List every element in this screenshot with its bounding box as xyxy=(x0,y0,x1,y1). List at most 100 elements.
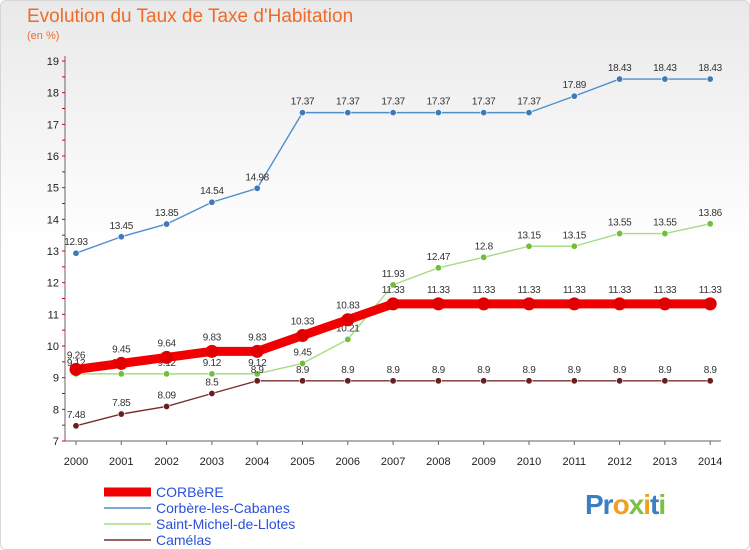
data-point-corbere xyxy=(431,297,445,311)
data-label-corbere-les-cabanes: 13.85 xyxy=(155,208,179,219)
data-point-camelas xyxy=(72,422,80,430)
data-label-corbere: 10.83 xyxy=(336,301,360,312)
data-point-corbere xyxy=(613,297,627,311)
data-label-corbere: 11.33 xyxy=(518,285,542,296)
data-point-saint-michel-de-llotes xyxy=(117,370,125,378)
x-tick-label: 2007 xyxy=(381,456,405,468)
data-label-corbere: 11.33 xyxy=(699,285,723,296)
data-point-corbere-les-cabanes xyxy=(72,249,80,257)
data-label-corbere-les-cabanes: 17.37 xyxy=(336,97,360,108)
data-label-corbere-les-cabanes: 17.89 xyxy=(563,80,587,91)
data-point-corbere xyxy=(477,297,491,311)
data-point-corbere-les-cabanes xyxy=(706,75,714,83)
data-point-camelas xyxy=(253,377,261,385)
data-point-saint-michel-de-llotes xyxy=(570,242,578,250)
legend-label-saint-michel-de-llotes: Saint-Michel-de-Llotes xyxy=(156,516,295,532)
data-label-camelas: 8.9 xyxy=(251,365,265,376)
data-point-saint-michel-de-llotes xyxy=(344,335,352,343)
data-point-saint-michel-de-llotes xyxy=(616,230,624,238)
y-tick-label: 13 xyxy=(47,246,59,258)
data-label-camelas: 8.9 xyxy=(522,365,536,376)
data-label-saint-michel-de-llotes: 12.47 xyxy=(427,252,451,263)
y-tick-label: 14 xyxy=(47,214,59,226)
data-label-camelas: 8.9 xyxy=(704,365,718,376)
data-point-corbere-les-cabanes xyxy=(298,109,306,117)
y-tick-label: 18 xyxy=(47,88,59,100)
data-label-saint-michel-de-llotes: 13.55 xyxy=(608,218,632,229)
data-label-camelas: 8.9 xyxy=(296,365,310,376)
x-tick-label: 2008 xyxy=(426,456,450,468)
data-label-corbere: 11.33 xyxy=(608,285,632,296)
y-tick-label: 16 xyxy=(47,151,59,163)
data-label-corbere-les-cabanes: 17.37 xyxy=(381,97,405,108)
data-point-corbere xyxy=(522,297,536,311)
y-tick-label: 8 xyxy=(53,404,59,416)
data-point-camelas xyxy=(480,377,488,385)
legend-label-corbere: CORBèRE xyxy=(156,484,224,500)
data-point-corbere xyxy=(658,297,672,311)
data-point-camelas xyxy=(434,377,442,385)
unit-label: (en %) xyxy=(27,30,60,42)
data-point-camelas xyxy=(661,377,669,385)
data-point-saint-michel-de-llotes xyxy=(525,242,533,250)
data-label-saint-michel-de-llotes: 12.8 xyxy=(475,241,494,252)
y-tick-label: 15 xyxy=(47,183,59,195)
x-tick-label: 2014 xyxy=(698,456,722,468)
data-label-saint-michel-de-llotes: 9.12 xyxy=(248,358,267,369)
y-tick-label: 19 xyxy=(47,56,59,68)
data-point-corbere-les-cabanes xyxy=(434,109,442,117)
data-point-saint-michel-de-llotes xyxy=(208,370,216,378)
x-tick-label: 2009 xyxy=(471,456,495,468)
x-tick-label: 2010 xyxy=(517,456,541,468)
data-label-saint-michel-de-llotes: 13.15 xyxy=(563,230,587,241)
data-label-corbere: 9.26 xyxy=(67,350,86,361)
x-tick-label: 2003 xyxy=(200,456,224,468)
data-label-corbere-les-cabanes: 18.43 xyxy=(608,63,632,74)
legend-label-camelas: Camélas xyxy=(156,532,211,548)
data-point-corbere-les-cabanes xyxy=(661,75,669,83)
data-point-corbere-les-cabanes xyxy=(480,109,488,117)
data-point-saint-michel-de-llotes xyxy=(706,220,714,228)
data-label-corbere: 9.83 xyxy=(248,332,267,343)
data-point-camelas xyxy=(706,377,714,385)
data-label-saint-michel-de-llotes: 13.86 xyxy=(698,208,722,219)
data-label-corbere-les-cabanes: 14.98 xyxy=(245,172,269,183)
data-point-corbere xyxy=(703,297,717,311)
y-tick-label: 9 xyxy=(53,373,59,385)
data-point-corbere xyxy=(205,344,219,358)
data-point-corbere xyxy=(69,362,83,376)
data-label-corbere: 9.83 xyxy=(203,332,222,343)
data-point-corbere xyxy=(160,350,174,364)
data-point-saint-michel-de-llotes xyxy=(253,370,261,378)
x-tick-label: 2012 xyxy=(607,456,631,468)
x-tick-label: 2004 xyxy=(245,456,269,468)
x-tick-label: 2005 xyxy=(290,456,314,468)
data-point-corbere xyxy=(296,329,309,343)
data-point-camelas xyxy=(298,377,306,385)
data-label-camelas: 8.5 xyxy=(205,378,219,389)
data-point-saint-michel-de-llotes xyxy=(298,359,306,367)
data-point-saint-michel-de-llotes xyxy=(480,253,488,261)
data-point-corbere-les-cabanes xyxy=(253,184,261,192)
data-label-corbere: 9.64 xyxy=(157,338,176,349)
data-label-corbere: 11.33 xyxy=(472,285,496,296)
data-label-corbere: 11.33 xyxy=(382,285,406,296)
data-point-corbere xyxy=(114,356,128,370)
x-tick-label: 2000 xyxy=(64,456,88,468)
data-label-corbere-les-cabanes: 14.54 xyxy=(200,186,224,197)
data-label-camelas: 8.9 xyxy=(658,365,672,376)
data-label-saint-michel-de-llotes: 13.55 xyxy=(653,218,677,229)
y-tick-label: 11 xyxy=(48,309,59,321)
y-tick-label: 10 xyxy=(47,341,59,353)
data-label-camelas: 8.9 xyxy=(477,365,491,376)
data-point-corbere xyxy=(250,344,264,358)
data-label-saint-michel-de-llotes: 10.21 xyxy=(336,323,360,334)
data-point-camelas xyxy=(570,377,578,385)
data-label-corbere: 9.45 xyxy=(112,344,131,355)
x-tick-label: 2002 xyxy=(154,456,178,468)
legend-label-corbere-les-cabanes: Corbère-les-Cabanes xyxy=(156,500,290,516)
x-tick-label: 2013 xyxy=(653,456,677,468)
x-tick-label: 2006 xyxy=(336,456,360,468)
